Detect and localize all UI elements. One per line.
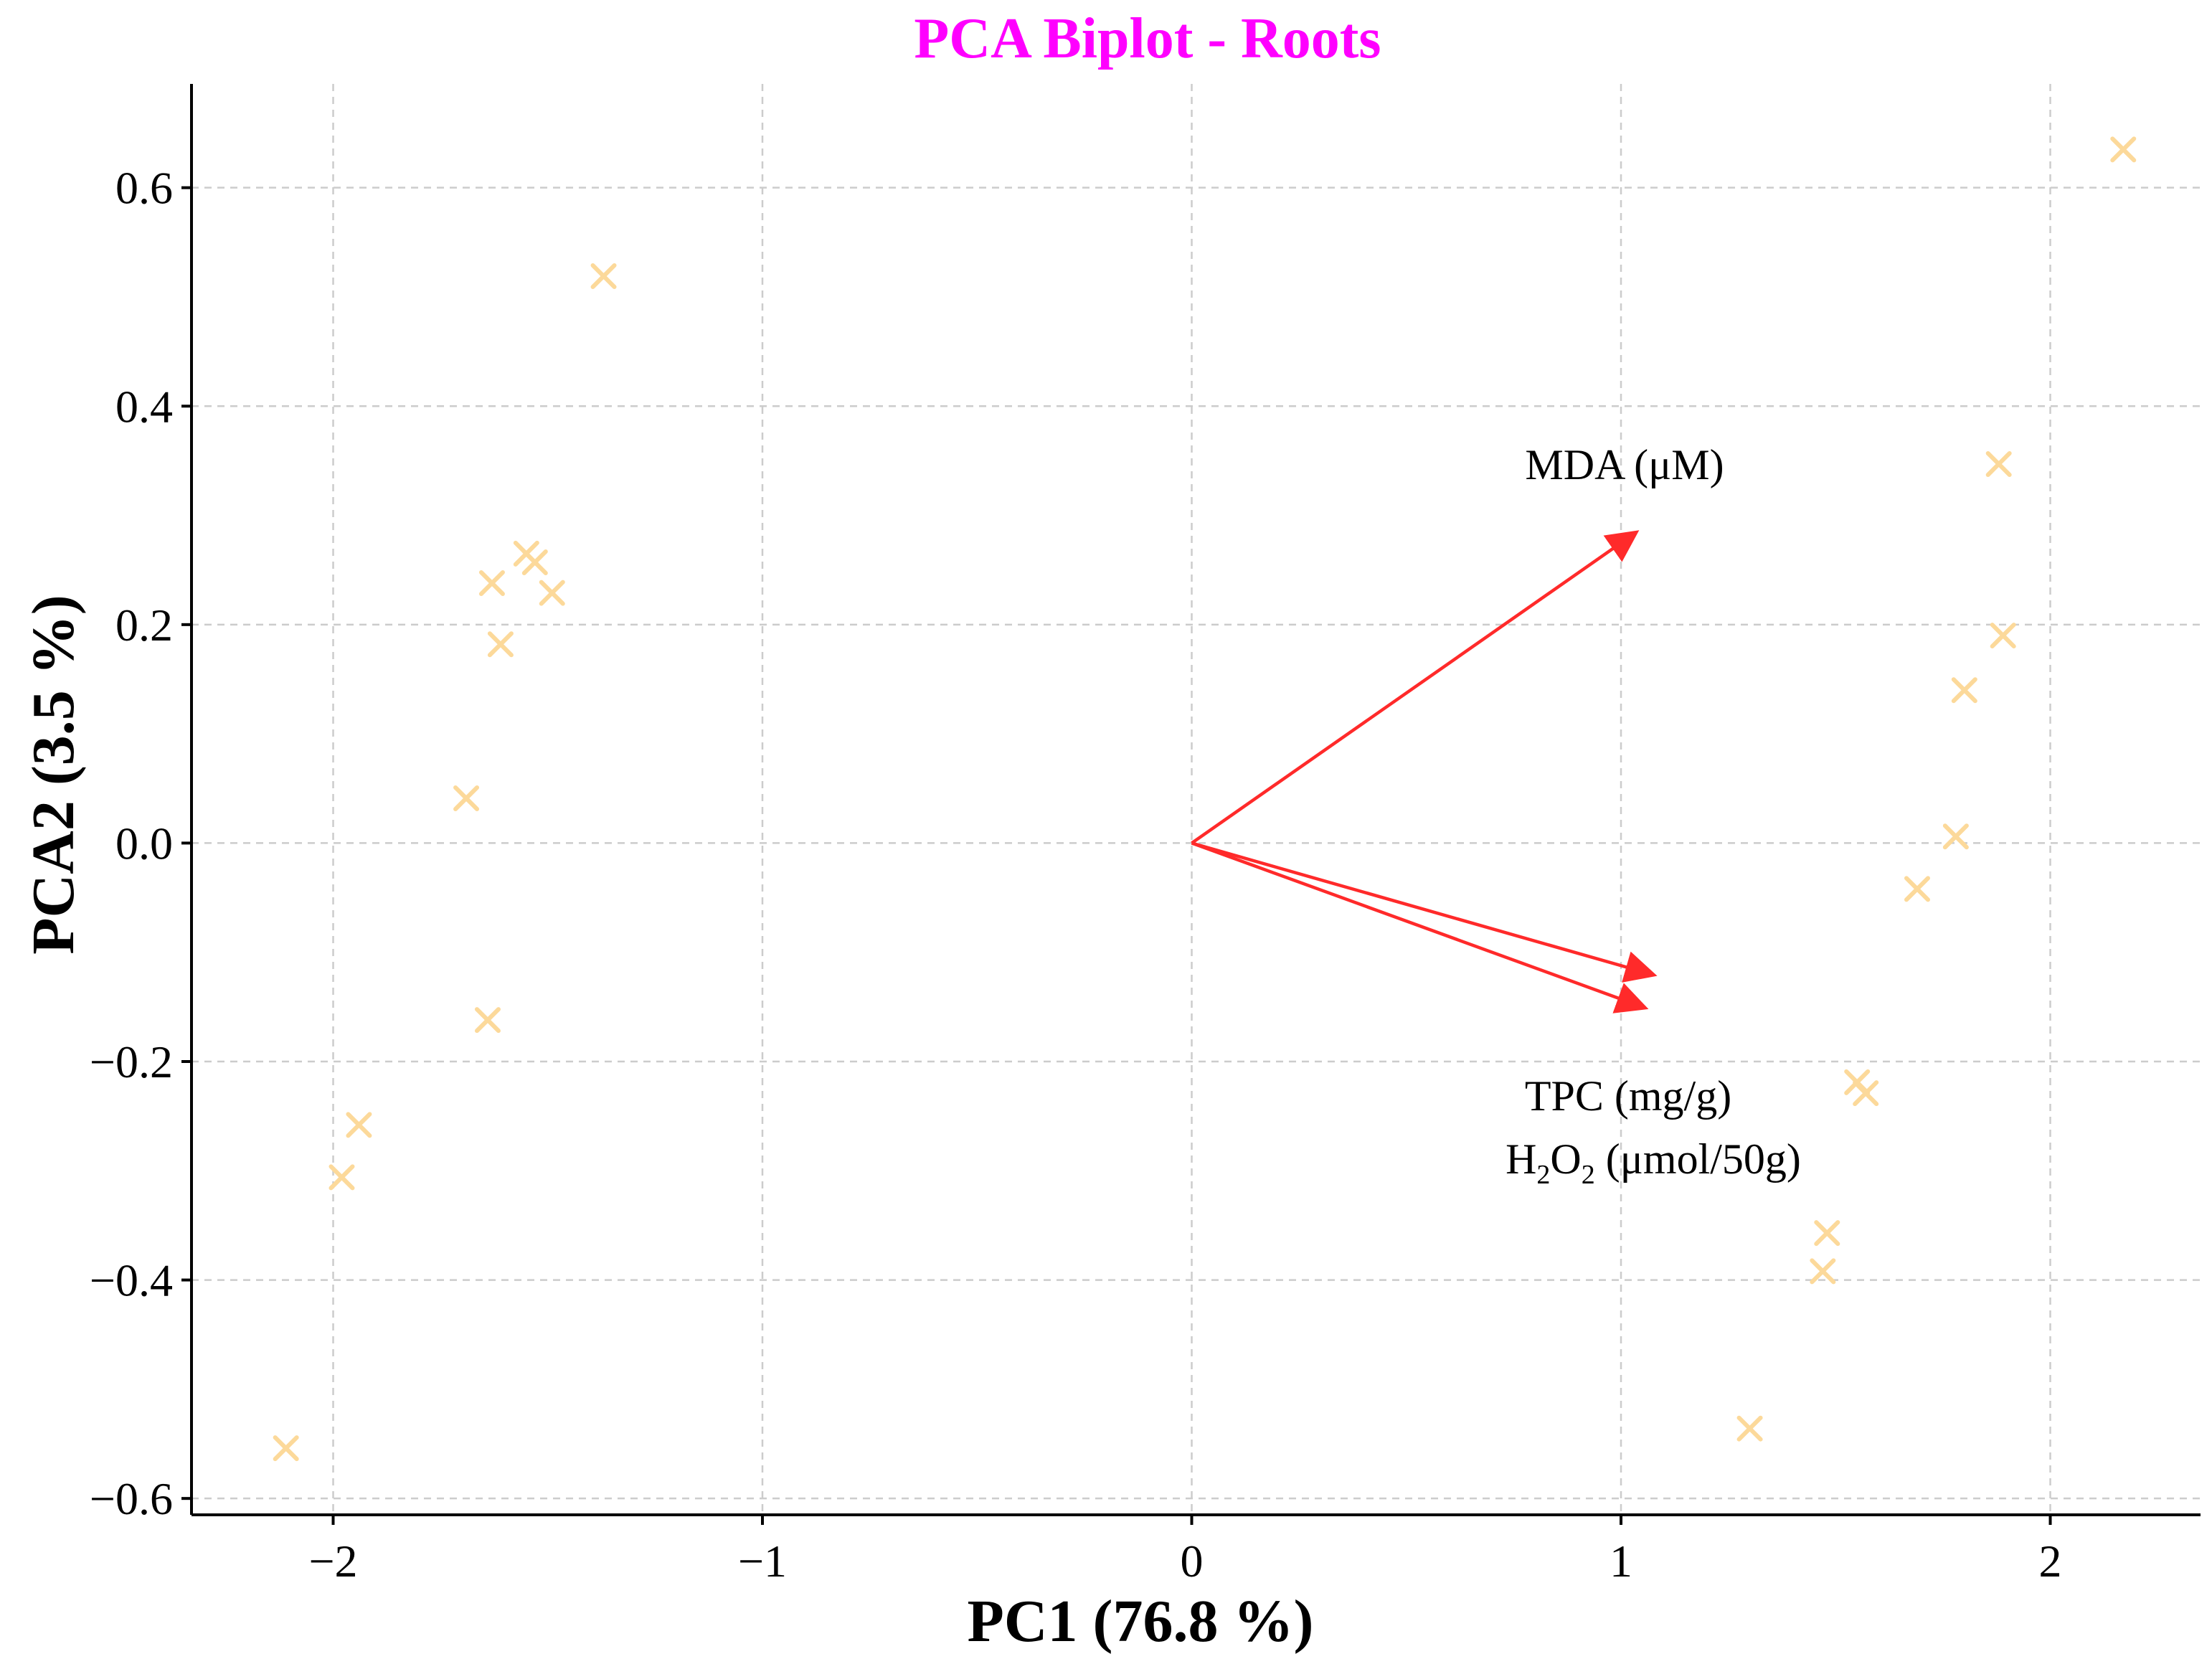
y-tick-label: −0.6 bbox=[90, 1473, 173, 1524]
h2o2-sub-2a: 2 bbox=[1536, 1160, 1550, 1190]
loading-vector-arrow bbox=[1191, 841, 1649, 1013]
y-tick-label: −0.4 bbox=[90, 1255, 173, 1306]
scatter-point bbox=[1990, 623, 2016, 649]
scatter-point bbox=[453, 785, 480, 811]
scatter-point bbox=[521, 549, 548, 576]
scatter-points bbox=[273, 136, 2137, 1462]
scatter-point bbox=[1951, 677, 1977, 704]
scatter-point bbox=[346, 1112, 372, 1138]
scatter-point bbox=[487, 631, 514, 658]
scatter-point bbox=[1985, 450, 2012, 477]
scatter-point bbox=[1853, 1080, 1879, 1107]
scatter-point bbox=[478, 569, 505, 596]
scatter-point bbox=[1810, 1258, 1836, 1285]
scatter-point bbox=[590, 263, 617, 290]
scatter-point bbox=[474, 1007, 501, 1034]
scatter-point bbox=[1736, 1415, 1763, 1442]
mda-vector-label: MDA (μM) bbox=[1525, 441, 1724, 488]
y-tick-label: 0.6 bbox=[115, 163, 173, 214]
x-tick-label: 2 bbox=[2039, 1536, 2062, 1587]
scatter-point bbox=[2110, 136, 2137, 163]
h2o2-sub-2b: 2 bbox=[1582, 1160, 1595, 1190]
tpc-vector-label: TPC (mg/g) bbox=[1525, 1072, 1731, 1120]
y-tick-label: 0.0 bbox=[115, 818, 173, 869]
h2o2-h: H bbox=[1506, 1135, 1536, 1183]
scatter-point bbox=[273, 1435, 299, 1462]
scatter-point bbox=[1814, 1220, 1840, 1247]
y-tick-label: 0.2 bbox=[115, 600, 173, 651]
x-axis-label: PC1 (76.8 %) bbox=[968, 1588, 1314, 1655]
h2o2-o: O bbox=[1550, 1135, 1581, 1183]
loading-vector-arrow bbox=[1191, 530, 1640, 845]
x-tick-label: 0 bbox=[1181, 1536, 1204, 1587]
loading-vector-arrow bbox=[1191, 841, 1658, 983]
h2o2-rest: (μmol/50g) bbox=[1595, 1135, 1801, 1183]
scatter-point bbox=[1942, 823, 1969, 850]
y-tick-label: −0.2 bbox=[90, 1036, 173, 1087]
loading-vectors bbox=[1191, 530, 1658, 1013]
y-axis-label: PCA2 (3.5 %) bbox=[20, 595, 87, 955]
x-tick-label: 1 bbox=[1610, 1536, 1632, 1587]
h2o2-vector-label: H2O2 (μmol/50g) bbox=[1506, 1135, 1801, 1190]
scatter-point bbox=[539, 580, 565, 606]
grid-layer bbox=[192, 84, 2201, 1515]
x-tick-label: −2 bbox=[308, 1536, 357, 1587]
axis-ticks: −2 −1 0 1 2 −0.6 −0.4 −0.2 0.0 0.2 0.4 0.6 bbox=[90, 163, 2062, 1587]
scatter-point bbox=[1904, 876, 1930, 902]
chart-title: PCA Biplot - Roots bbox=[914, 7, 1381, 70]
scatter-point bbox=[329, 1164, 355, 1191]
x-tick-label: −1 bbox=[738, 1536, 787, 1587]
y-tick-label: 0.4 bbox=[115, 381, 173, 432]
